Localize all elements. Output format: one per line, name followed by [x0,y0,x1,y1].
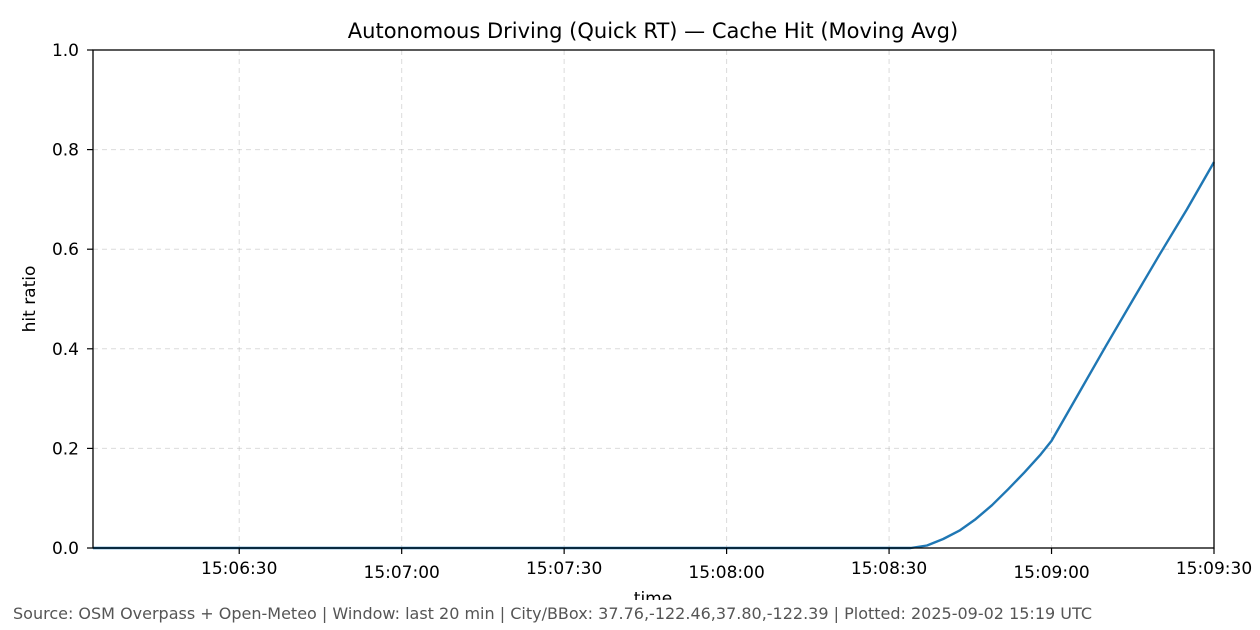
source-footer: Source: OSM Overpass + Open-Meteo | Wind… [13,604,1092,623]
y-tick-label: 0.6 [52,240,79,260]
chart-title: Autonomous Driving (Quick RT) — Cache Hi… [348,19,958,43]
x-tick-label: 15:06:30 [201,559,277,579]
x-axis: 15:06:30 15:07:00 15:07:30 15:08:00 15:08:30… [201,548,1252,583]
x-tick-label: 15:08:30 [851,559,927,579]
y-tick-label: 0.4 [52,340,79,360]
x-tick-label: 15:07:00 [364,563,440,583]
y-tick-label: 0.0 [52,539,79,559]
y-tick-label: 1.0 [52,41,79,61]
y-tick-label: 0.8 [52,141,79,161]
series-layer [93,161,1216,550]
plot-frame [92,49,1215,549]
y-axis-label: hit ratio [20,266,40,333]
chart: Autonomous Driving (Quick RT) — Cache Hi… [20,19,1252,600]
x-tick-label: 15:07:30 [526,559,602,579]
y-axis: 0.0 0.2 0.4 0.6 0.8 1.0 [52,41,93,559]
y-tick-label: 0.2 [52,439,79,459]
x-tick-label: 15:09:30 [1176,559,1252,579]
x-axis-label: time [634,589,672,600]
x-tick-label: 15:09:00 [1013,563,1089,583]
x-tick-label: 15:08:00 [688,563,764,583]
grid [93,50,1214,548]
series-line [93,161,1216,550]
